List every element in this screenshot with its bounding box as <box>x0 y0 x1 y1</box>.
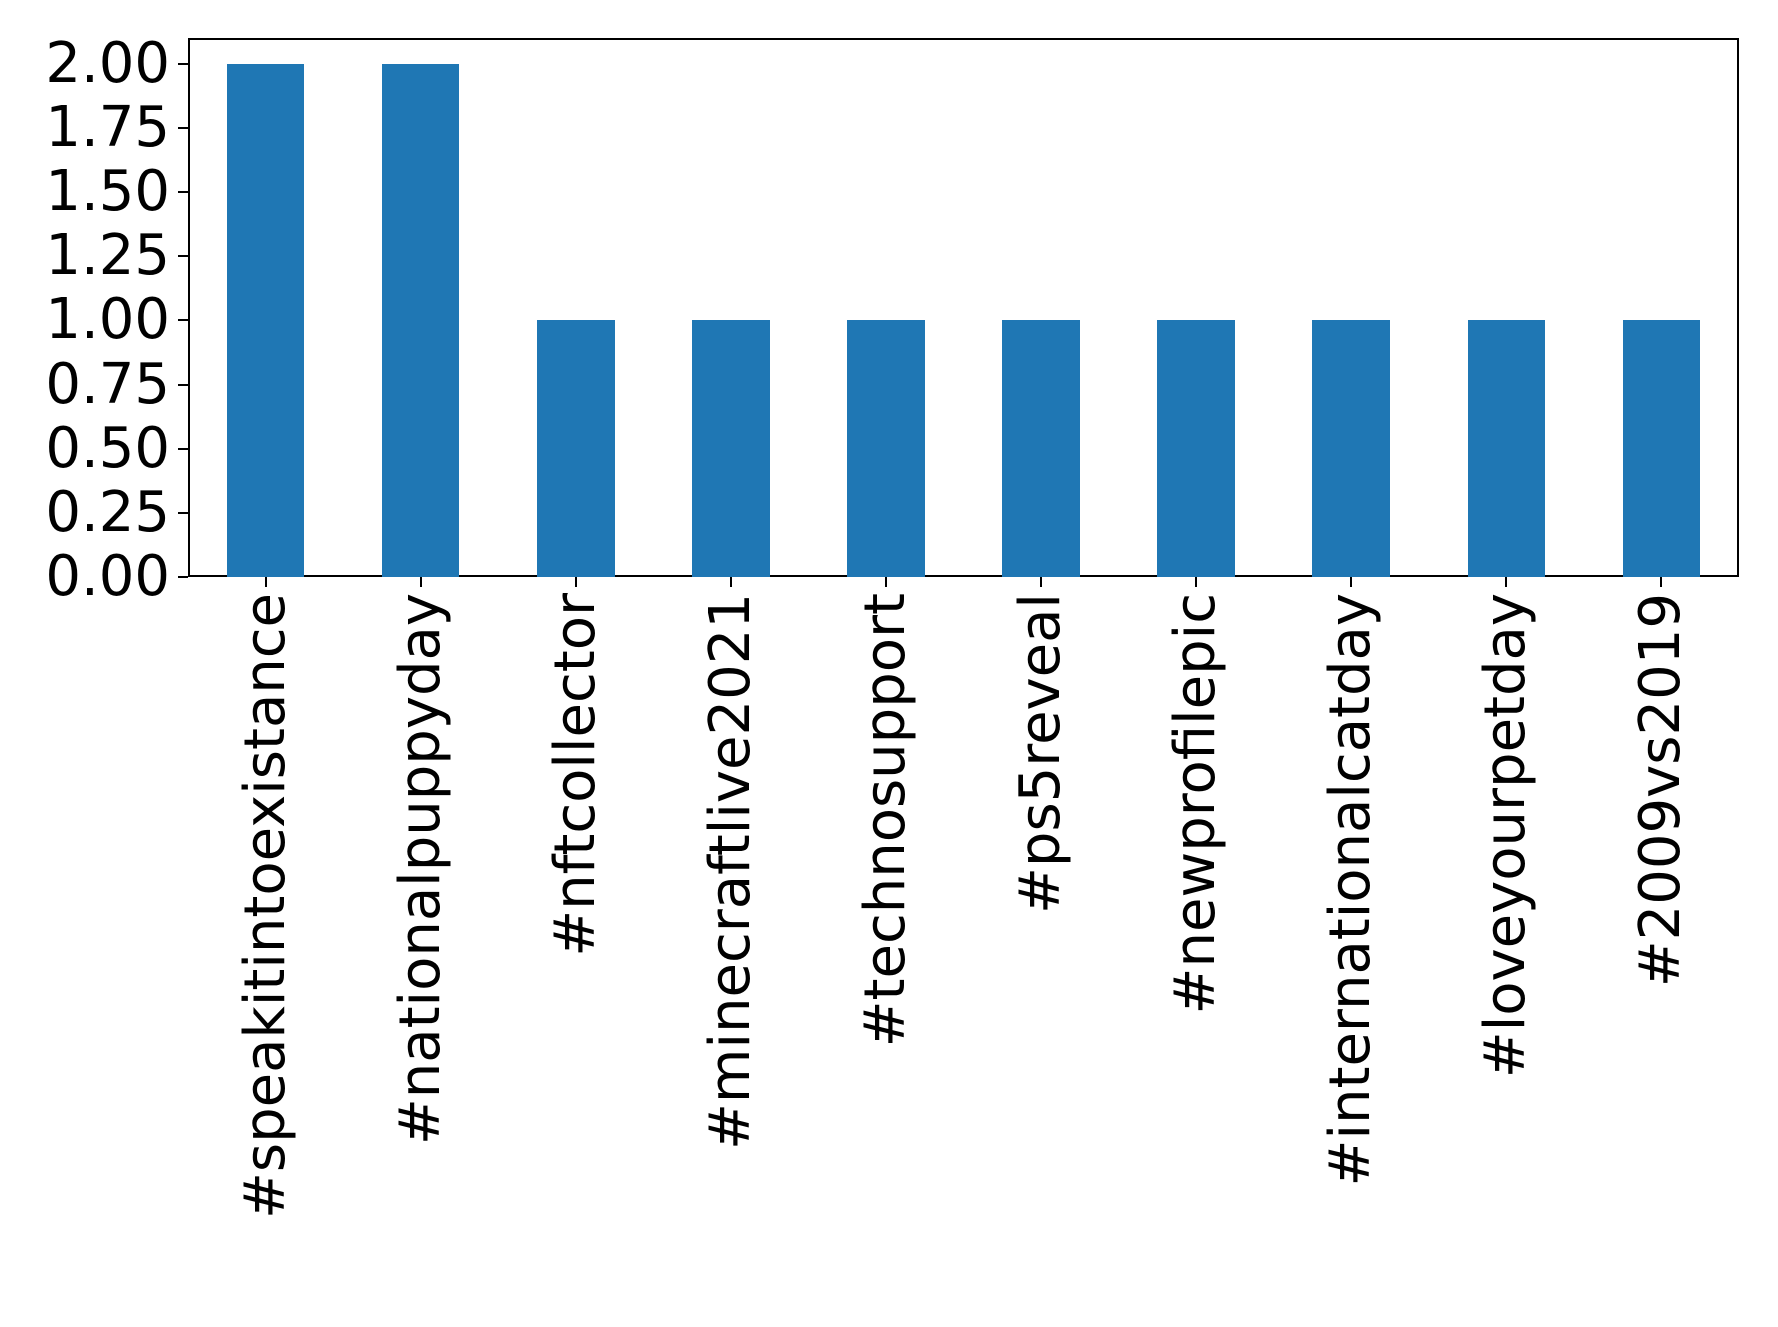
x-tick-label: #nftcollector <box>542 593 608 957</box>
y-tick-label: 1.25 <box>45 223 170 289</box>
bar-ps5reveal <box>1002 320 1080 577</box>
x-tick-label: #newprofilepic <box>1163 593 1229 1015</box>
x-tick-mark <box>1350 577 1353 587</box>
bar-2009vs2019 <box>1622 320 1701 577</box>
y-tick-label: 1.00 <box>45 287 170 353</box>
x-tick-mark <box>1195 577 1198 587</box>
bar-speakitintoexistance <box>226 63 305 577</box>
y-tick-mark <box>178 191 188 193</box>
y-tick-label: 1.50 <box>45 159 170 224</box>
y-tick-label: 1.75 <box>45 94 170 160</box>
x-tick-mark <box>264 577 267 587</box>
x-tick-label: #technosupport <box>852 593 918 1048</box>
bar-internationalcatday <box>1312 320 1391 577</box>
x-tick-mark <box>1505 577 1508 587</box>
x-tick-label: #ps5reveal <box>1008 593 1074 914</box>
bar-nationalpuppyday <box>381 63 460 577</box>
x-tick-mark <box>884 577 887 587</box>
x-tick-label: #2009vs2019 <box>1628 593 1694 988</box>
x-tick-label: #nationalpuppyday <box>387 593 453 1146</box>
x-tick-mark <box>729 577 732 587</box>
x-tick-label: #speakitintoexistance <box>232 593 298 1219</box>
y-tick-mark <box>178 447 188 450</box>
y-tick-mark <box>178 511 188 514</box>
x-tick-mark <box>1660 577 1663 587</box>
x-tick-mark <box>419 577 422 587</box>
y-tick-label: 0.50 <box>45 415 170 481</box>
y-tick-label: 2.00 <box>45 30 170 96</box>
y-tick-mark <box>178 576 188 578</box>
y-tick-mark <box>178 62 188 65</box>
bar-nftcollector <box>536 320 615 577</box>
bar-minecraftlive2021 <box>692 320 770 577</box>
x-tick-label: #internationalcatday <box>1318 593 1384 1187</box>
x-tick-label: #loveyourpetday <box>1473 593 1539 1079</box>
bar-loveyourpetday <box>1467 320 1546 577</box>
x-tick-mark <box>574 577 577 587</box>
y-tick-label: 0.00 <box>45 544 170 609</box>
y-tick-mark <box>178 126 188 129</box>
y-tick-label: 0.25 <box>45 479 170 545</box>
y-tick-label: 0.75 <box>45 351 170 417</box>
bar-newprofilepic <box>1157 320 1235 577</box>
y-tick-mark <box>178 319 188 322</box>
x-tick-label: #minecraftlive2021 <box>697 593 763 1151</box>
bar-technosupport <box>847 320 925 577</box>
y-tick-mark <box>178 383 188 386</box>
x-tick-mark <box>1040 577 1043 587</box>
y-tick-mark <box>178 255 188 258</box>
